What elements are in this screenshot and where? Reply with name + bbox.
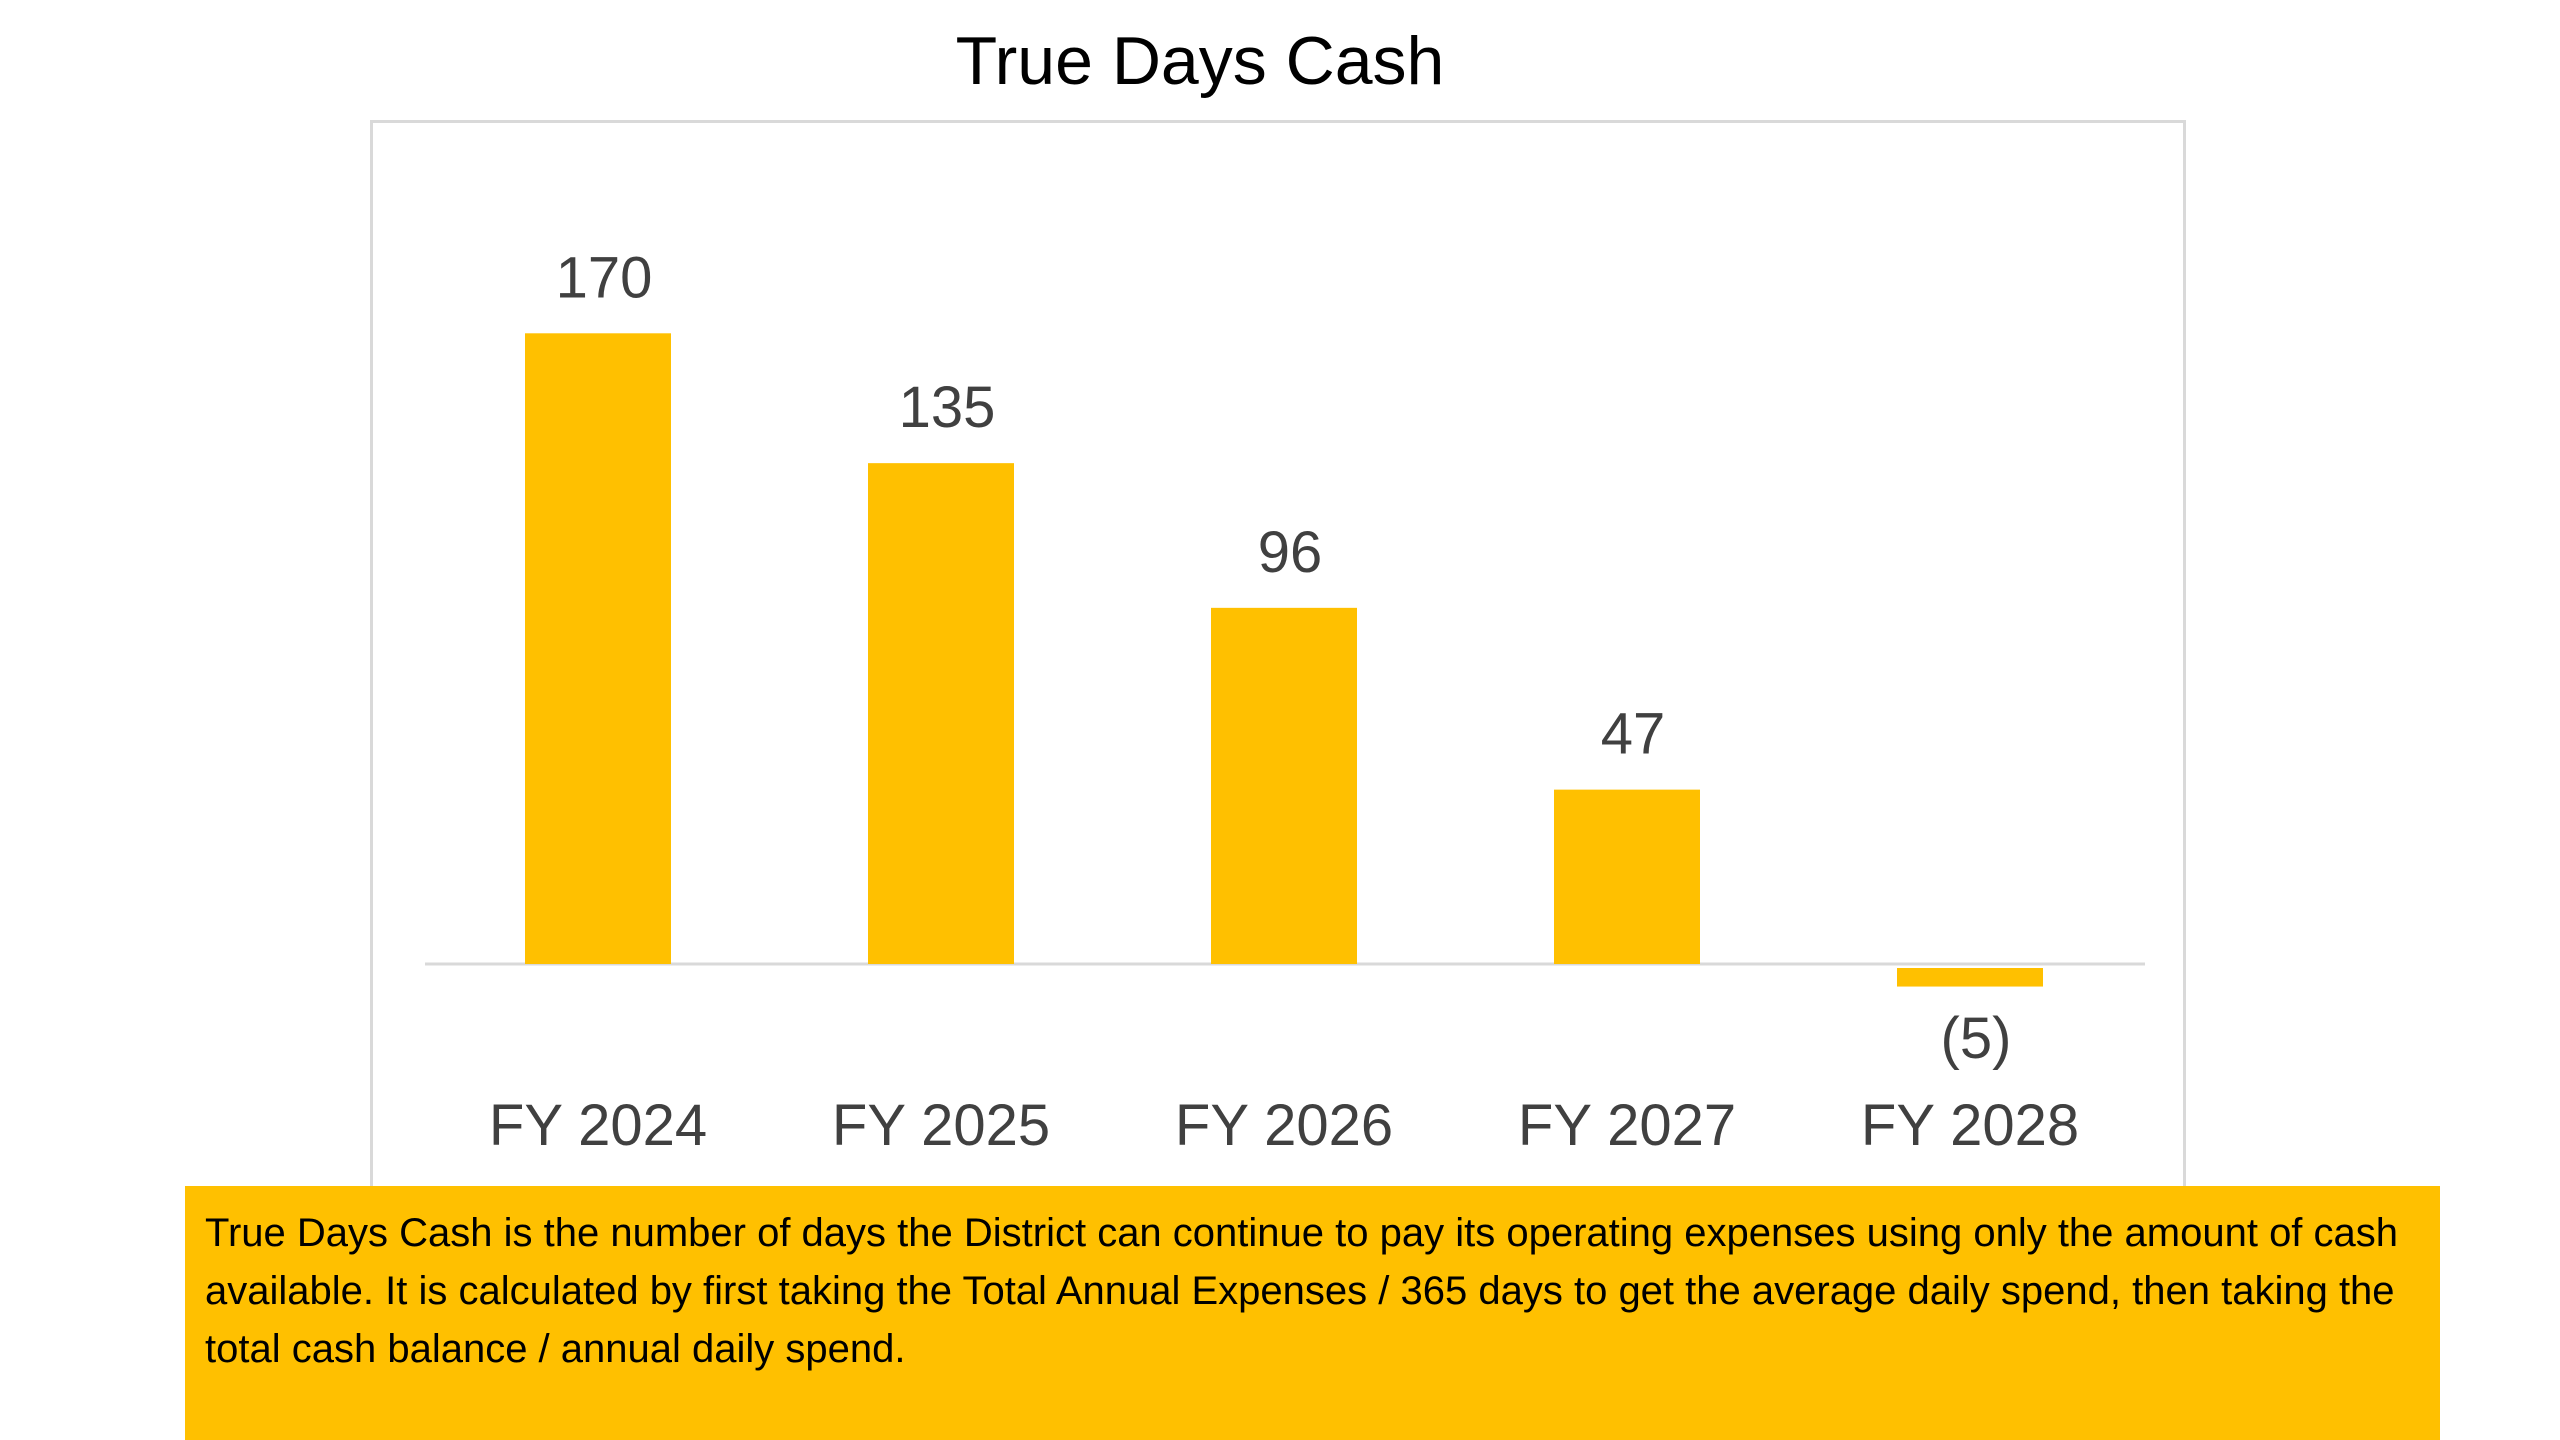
- x-tick-label: FY 2026: [1175, 1093, 1393, 1158]
- data-label: 135: [899, 375, 996, 440]
- definition-note-box: True Days Cash is the number of days the…: [185, 1186, 2440, 1440]
- data-label: 96: [1258, 520, 1323, 585]
- x-tick-label: FY 2027: [1518, 1093, 1736, 1158]
- bar-fy-2025: [868, 463, 1014, 964]
- x-tick-label: FY 2024: [489, 1093, 707, 1158]
- bar-fy-2028: [1897, 968, 2043, 987]
- chart-title: True Days Cash: [955, 23, 1445, 99]
- x-tick-label: FY 2025: [832, 1093, 1050, 1158]
- x-tick-label: FY 2028: [1861, 1093, 2079, 1158]
- data-label: 170: [556, 245, 653, 310]
- bar-fy-2026: [1211, 607, 1357, 964]
- data-label: (5): [1941, 1006, 2012, 1071]
- bar-chart: 170 FY 2024 135 FY 2025 96 FY 2026 47 FY 2027 (5…: [425, 245, 2145, 1158]
- bar-fy-2027: [1554, 789, 1700, 964]
- bar-fy-2024: [525, 333, 671, 964]
- definition-note-text: True Days Cash is the number of days the…: [205, 1211, 2399, 1371]
- data-label: 47: [1601, 702, 1666, 767]
